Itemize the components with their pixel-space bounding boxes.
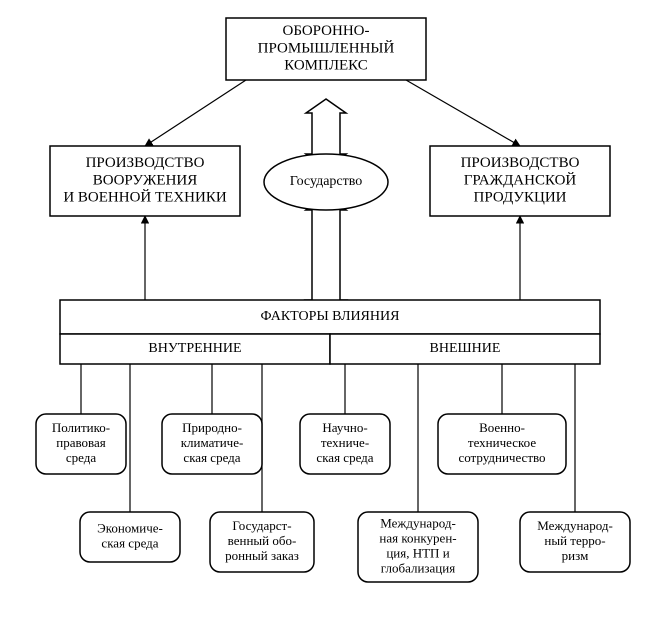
svg-text:ВНУТРЕННИЕ: ВНУТРЕННИЕ bbox=[148, 341, 241, 356]
svg-text:венный обо-: венный обо- bbox=[228, 533, 297, 548]
svg-text:ВНЕШНИЕ: ВНЕШНИЕ bbox=[430, 341, 501, 356]
svg-text:ПРОИЗВОДСТВО: ПРОИЗВОДСТВО bbox=[86, 155, 205, 171]
svg-text:Международ-: Международ- bbox=[537, 518, 613, 533]
svg-text:ОБОРОННО-: ОБОРОННО- bbox=[282, 23, 369, 39]
svg-text:ПРОМЫШЛЕННЫЙ: ПРОМЫШЛЕННЫЙ bbox=[258, 39, 395, 56]
svg-text:ская среда: ская среда bbox=[316, 450, 373, 465]
svg-text:ный терро-: ный терро- bbox=[544, 533, 605, 548]
svg-text:Экономиче-: Экономиче- bbox=[97, 521, 163, 536]
svg-text:техническое: техническое bbox=[468, 435, 536, 450]
svg-text:среда: среда bbox=[66, 450, 96, 465]
svg-text:Военно-: Военно- bbox=[479, 420, 525, 435]
svg-text:ВООРУЖЕНИЯ: ВООРУЖЕНИЯ bbox=[93, 172, 198, 188]
svg-text:климатиче-: климатиче- bbox=[181, 435, 244, 450]
svg-text:техниче-: техниче- bbox=[321, 435, 369, 450]
svg-text:сотрудничество: сотрудничество bbox=[458, 450, 545, 465]
svg-text:Природно-: Природно- bbox=[182, 420, 242, 435]
svg-text:ная конкурен-: ная конкурен- bbox=[379, 531, 456, 546]
svg-text:ская среда: ская среда bbox=[183, 450, 240, 465]
svg-text:глобализация: глобализация bbox=[381, 560, 455, 575]
svg-text:Научно-: Научно- bbox=[322, 420, 367, 435]
svg-text:ская среда: ская среда bbox=[101, 535, 158, 550]
svg-text:правовая: правовая bbox=[56, 435, 106, 450]
svg-text:ФАКТОРЫ ВЛИЯНИЯ: ФАКТОРЫ ВЛИЯНИЯ bbox=[261, 309, 400, 324]
svg-text:ПРОДУКЦИИ: ПРОДУКЦИИ bbox=[474, 190, 567, 206]
svg-text:Государство: Государство bbox=[290, 174, 363, 189]
svg-text:Государст-: Государст- bbox=[232, 518, 291, 533]
svg-text:И ВОЕННОЙ ТЕХНИКИ: И ВОЕННОЙ ТЕХНИКИ bbox=[63, 189, 226, 206]
svg-text:ПРОИЗВОДСТВО: ПРОИЗВОДСТВО bbox=[461, 155, 580, 171]
defense-industry-diagram: ОБОРОННО-ПРОМЫШЛЕННЫЙ КОМПЛЕКС Государство… bbox=[0, 0, 653, 620]
svg-text:Международ-: Международ- bbox=[380, 516, 456, 531]
svg-text:КОМПЛЕКС: КОМПЛЕКС bbox=[284, 58, 368, 74]
svg-text:ция, НТП и: ция, НТП и bbox=[386, 545, 449, 560]
svg-text:ризм: ризм bbox=[562, 548, 589, 563]
svg-text:ГРАЖДАНСКОЙ: ГРАЖДАНСКОЙ bbox=[464, 171, 577, 188]
svg-text:Политико-: Политико- bbox=[52, 420, 110, 435]
svg-text:ронный заказ: ронный заказ bbox=[225, 548, 299, 563]
